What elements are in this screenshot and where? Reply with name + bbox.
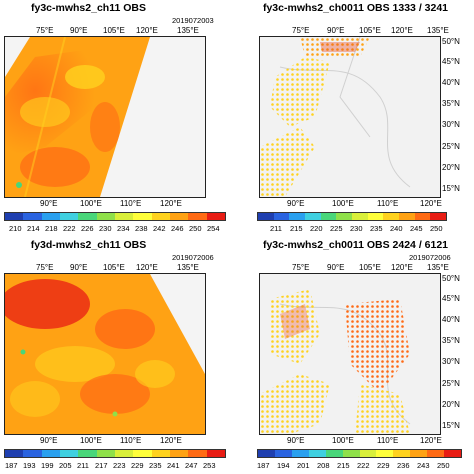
- lon-label-top: 135°E: [177, 26, 199, 35]
- lat-label: 25°N: [442, 379, 460, 388]
- panel-title: fy3c-mwhs2_ch0011 OBS 2424 / 6121: [262, 239, 449, 251]
- lon-label-bottom: 120°E: [420, 436, 442, 445]
- lat-label: 20°N: [442, 163, 460, 172]
- lon-label-bottom: 100°E: [332, 436, 354, 445]
- map-area: [4, 273, 206, 435]
- map-svg: [260, 274, 440, 434]
- lon-label-top: 105°E: [359, 263, 381, 272]
- lon-label-bottom: 110°E: [120, 199, 142, 208]
- lon-label-top: 120°E: [391, 263, 413, 272]
- panel-fy3c-ch0011-top: fy3c-mwhs2_ch0011 OBS 1333 / 3241 75°E 9…: [237, 0, 474, 237]
- lon-label-bottom: 100°E: [80, 199, 102, 208]
- panel-fy3c-ch0011-bottom: fy3c-mwhs2_ch0011 OBS 2424 / 6121 201907…: [237, 237, 474, 474]
- lat-label: 35°N: [442, 336, 460, 345]
- lon-label-bottom: 120°E: [420, 199, 442, 208]
- lon-label-top: 120°E: [391, 26, 413, 35]
- lon-label-top: 105°E: [103, 26, 125, 35]
- lat-label: 15°N: [442, 421, 460, 430]
- colorbar: [4, 449, 226, 458]
- lon-label-bottom: 100°E: [80, 436, 102, 445]
- map-svg: [5, 37, 205, 197]
- obs-dots: [270, 57, 330, 127]
- lon-label-top: 135°E: [427, 263, 449, 272]
- lon-label-bottom: 90°E: [287, 436, 305, 445]
- lat-label: 30°N: [442, 357, 460, 366]
- map-area: [259, 36, 441, 198]
- cold-spot: [20, 349, 26, 355]
- lon-label-bottom: 120°E: [160, 199, 182, 208]
- lon-label-bottom: 100°E: [332, 199, 354, 208]
- lat-label: 45°N: [442, 294, 460, 303]
- cold-spot: [16, 182, 22, 188]
- panel-fy3d-ch11-2019072006: fy3d-mwhs2_ch11 OBS 2019072006 75°E 90°E…: [0, 237, 237, 474]
- lat-label: 30°N: [442, 120, 460, 129]
- colorbar: [257, 449, 462, 458]
- panel-date: 2019072006: [172, 253, 214, 262]
- lon-label-top: 75°E: [36, 263, 54, 272]
- lon-label-bottom: 120°E: [160, 436, 182, 445]
- map-svg: [260, 37, 440, 197]
- lon-label-top: 90°E: [327, 26, 345, 35]
- lon-label-top: 135°E: [177, 263, 199, 272]
- lat-label: 50°N: [442, 37, 460, 46]
- lon-label-top: 120°E: [136, 26, 158, 35]
- lon-label-top: 75°E: [292, 26, 310, 35]
- lat-label: 15°N: [442, 184, 460, 193]
- lat-label: 50°N: [442, 274, 460, 283]
- lon-label-bottom: 90°E: [40, 436, 58, 445]
- lon-label-top: 135°E: [427, 26, 449, 35]
- lat-label: 35°N: [442, 99, 460, 108]
- lon-label-bottom: 110°E: [120, 436, 142, 445]
- panel-date: 2019072003: [172, 16, 214, 25]
- lat-label: 45°N: [442, 57, 460, 66]
- lon-label-top: 90°E: [70, 26, 88, 35]
- colorbar: [4, 212, 226, 221]
- map-area: [259, 273, 441, 435]
- panel-date: 2019072006: [409, 253, 451, 262]
- obs-dots: [270, 289, 320, 364]
- lon-label-top: 90°E: [327, 263, 345, 272]
- colorbar: [257, 212, 447, 221]
- lon-label-bottom: 110°E: [377, 436, 399, 445]
- lon-label-top: 105°E: [359, 26, 381, 35]
- lon-label-bottom: 90°E: [40, 199, 58, 208]
- lat-label: 20°N: [442, 400, 460, 409]
- map-svg: [5, 274, 205, 434]
- lon-label-top: 105°E: [103, 263, 125, 272]
- lon-label-bottom: 110°E: [377, 199, 399, 208]
- lon-label-top: 120°E: [136, 263, 158, 272]
- lat-label: 40°N: [442, 78, 460, 87]
- lon-label-bottom: 90°E: [287, 199, 305, 208]
- panel-title: fy3d-mwhs2_ch11 OBS: [30, 239, 147, 251]
- panel-title: fy3c-mwhs2_ch0011 OBS 1333 / 3241: [262, 2, 449, 14]
- lat-label: 25°N: [442, 142, 460, 151]
- panel-title: fy3c-mwhs2_ch11 OBS: [31, 2, 146, 14]
- lon-label-top: 75°E: [36, 26, 54, 35]
- lon-label-top: 75°E: [292, 263, 310, 272]
- lat-label: 40°N: [442, 315, 460, 324]
- lon-label-top: 90°E: [70, 263, 88, 272]
- panel-fy3c-ch11-2019072003: fy3c-mwhs2_ch11 OBS 2019072003 75°E 90°E…: [0, 0, 237, 237]
- map-area: [4, 36, 206, 198]
